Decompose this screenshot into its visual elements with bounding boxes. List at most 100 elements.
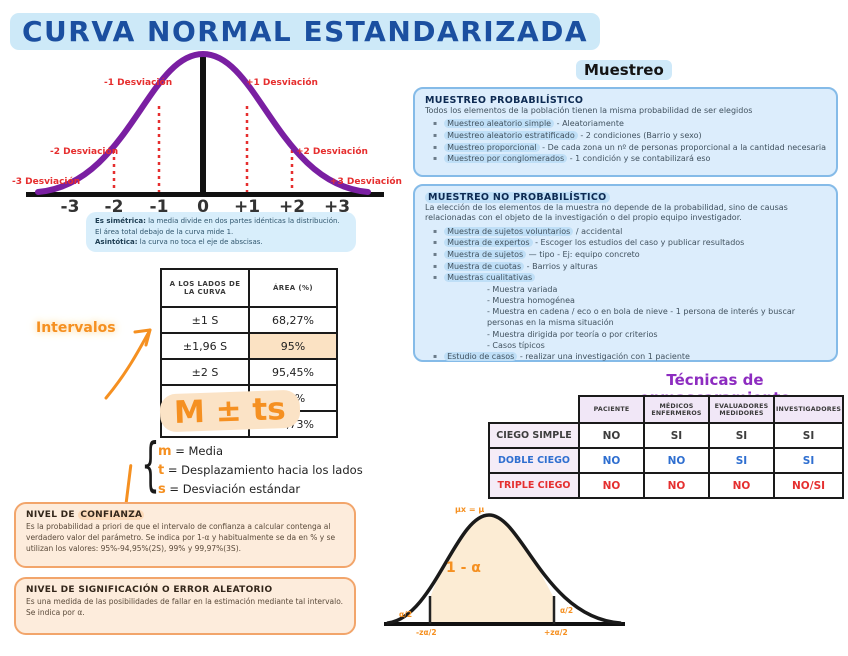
confianza-title: NIVEL DE CONFIANZA [26,510,344,520]
bell-curve [35,50,371,195]
sub-item: - Muestra en cadena / eco o en bola de n… [487,307,796,328]
item-rest: - 2 condiciones (Barrio y sexo) [577,130,702,140]
label-minus1-deviation: -1 Desviación [104,78,173,88]
confianza-body: Es la probabilidad a priori de que el in… [26,522,336,553]
brace-icon: { [141,430,160,498]
item-highlight: Estudio de casos [444,351,518,361]
alpha-half-left-label: α/2 [399,610,413,619]
legend-definition: Desviación estándar [182,482,301,496]
cell-sigma: ±1,96 S [160,332,250,360]
muestreo-probabilistico-box: MUESTREO PROBABILÍSTICO Todos los elemen… [413,87,838,177]
connector-line [124,463,133,505]
item-rest: - Barrios y alturas [524,261,598,271]
item-highlight: Muestra de cuotas [444,261,525,271]
formula-legend: mMedia tDesplazamiento hacia los lados s… [158,442,363,499]
masking-header-row: PACIENTE MÉDICOS ENFERMEROS EVALUADORES … [489,395,845,424]
col-header-area: ÁREA (%) [248,268,338,308]
note-line-1: Es simétrica: la media divide en dos par… [95,216,347,227]
cell-sigma: ±1 S [160,306,250,334]
col-evaluadores: EVALUADORES MEDIDORES [708,395,775,424]
list-item: Muestra de expertos - Escoger los estudi… [425,237,826,249]
masking-value: NO [708,472,775,499]
normal-curve-diagram [26,50,384,197]
row-label: CIEGO SIMPLE [488,422,580,449]
noprob-intro: La elección de los elementos de la muest… [425,203,788,223]
list-item: Muestra de cuotas - Barrios y alturas [425,261,826,273]
item-highlight: Muestreo por conglomerados [444,154,568,164]
alpha-bell-curve [386,513,622,625]
note-bold-simetrica: Es simétrica: [95,217,146,225]
noprob-title-highlight: MUESTREO NO PROBABILÍSTICO [425,192,610,203]
significacion-body: Es una medida de las posibilidades de fa… [26,597,344,617]
muestreo-no-probabilistico-box: MUESTREO NO PROBABILÍSTICO La elección d… [413,184,838,362]
item-rest: — tipo - Ej: equipo concreto [526,249,640,259]
table-row: ±1 S 68,27% [160,306,338,334]
label-plus3-deviation: +3 Desviación [330,177,402,187]
item-rest: - Escoger los estudios del caso y public… [532,238,745,248]
item-highlight: Muestra de expertos [444,238,533,248]
label-plus2-deviation: +2 Desviación [296,147,368,157]
masking-row-triple-ciego: TRIPLE CIEGO NO NO NO NO/SI [488,472,845,499]
significacion-title: NIVEL DE SIGNIFICACIÓN O ERROR ALEATORIO [26,585,273,595]
cell-area: 95,45% [248,358,338,386]
masking-value: NO [578,422,645,449]
intervalos-arrow [104,328,152,400]
legend-definition: Desplazamiento hacia los lados [181,463,363,477]
table-row: ±1,96 S 95% [160,332,338,360]
nivel-confianza-box: NIVEL DE CONFIANZA Es la probabilidad a … [14,502,356,568]
cell-area-highlighted: 95% [248,332,338,360]
table-row: ±2 S 95,45% [160,358,338,386]
list-item: Muestreo proporcional - De cada zona un … [425,142,826,154]
one-minus-alpha-label: 1 - α [446,560,481,576]
item-rest: - De cada zona un nº de personas proporc… [539,142,826,152]
item-highlight: Muestreo aleatorio simple [444,119,555,129]
noprob-title: MUESTREO NO PROBABILÍSTICO [425,192,826,203]
col-investigadores: INVESTIGADORES [772,395,845,424]
note-bold-asintotica: Asintótica: [95,238,138,246]
note-line-3: Asintótica: la curva no toca el eje de a… [95,237,347,248]
label-minus2-deviation: -2 Desviación [50,147,119,157]
nivel-significacion-box: NIVEL DE SIGNIFICACIÓN O ERROR ALEATORIO… [14,577,356,635]
z-left-label: -zα/2 [416,628,437,637]
item-rest: - Aleatoriamente [554,119,624,129]
table-header-row: A LOS LADOS DE LA CURVA ÁREA (%) [160,268,338,308]
prob-intro: Todos los elementos de la población tien… [425,106,753,115]
sub-item: - Muestra dirigida por teoría o por crit… [487,329,658,339]
masking-row-ciego-simple: CIEGO SIMPLE NO SI SI SI [488,422,845,449]
legend-symbol: t [158,463,181,478]
label-minus3-deviation: -3 Desviación [12,177,81,187]
alpha-curve-diagram [384,513,625,626]
masking-table: PACIENTE MÉDICOS ENFERMEROS EVALUADORES … [488,395,845,499]
masking-value: SI [643,422,710,449]
tick-zero: 0 [197,197,209,217]
row-label: TRIPLE CIEGO [488,472,580,499]
list-item: Muestra de sujetos — tipo - Ej: equipo c… [425,249,826,261]
muestreo-heading: Muestreo [576,60,672,80]
masking-row-doble-ciego: DOBLE CIEGO NO NO SI SI [488,447,845,474]
legend-symbol: s [158,482,183,497]
sub-item: - Muestra variada [487,284,558,294]
sub-item: - Casos típicos [487,340,545,350]
item-rest: - realizar una investigación con 1 pacie… [517,351,690,361]
item-highlight: Muestra de sujetos voluntarios [444,226,574,236]
cell-area: 68,27% [248,306,338,334]
note-text-3: la curva no toca el eje de abscisas. [137,238,263,246]
masking-value: NO [578,472,645,499]
item-rest: - 1 condición y se contabilizará eso [567,154,711,164]
masking-value: SI [708,447,775,474]
legend-row-s: sDesviación estándar [158,480,363,499]
item-highlight: Muestreo aleatorio estratificado [444,130,578,140]
legend-symbol: m [158,444,189,459]
masking-value: SI [772,422,845,449]
item-highlight: Muestra de sujetos [444,249,527,259]
item-highlight: Muestreo proporcional [444,142,540,152]
empty-corner-cell [489,396,579,423]
legend-row-t: tDesplazamiento hacia los lados [158,461,363,480]
cell-sigma: ±2 S [160,358,250,386]
masking-value: NO [643,472,710,499]
masking-value: NO [578,447,645,474]
masking-value: SI [772,447,845,474]
col-paciente: PACIENTE [578,395,645,424]
list-item: Muestreo por conglomerados - 1 condición… [425,153,826,165]
list-item: Muestras cualitativas [425,272,826,284]
